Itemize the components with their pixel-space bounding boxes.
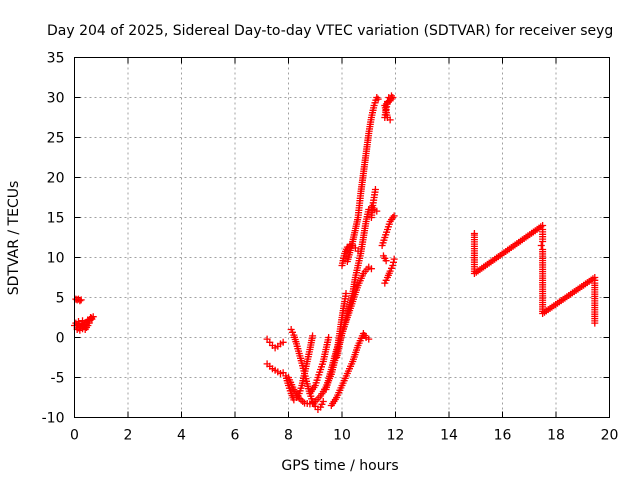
data-point — [390, 255, 398, 263]
x-tick-label: 8 — [284, 428, 293, 444]
data-point — [382, 100, 390, 108]
series-arc-k — [343, 94, 382, 265]
x-tick-label: 6 — [231, 428, 240, 444]
x-tick-label: 12 — [387, 428, 405, 444]
series-arc-a — [263, 335, 287, 352]
data-point — [367, 265, 375, 273]
y-tick-labels: -10 -5 0 5 10 15 20 25 30 35 — [42, 51, 65, 427]
x-tick-label: 4 — [177, 428, 186, 444]
data-point — [309, 332, 317, 340]
y-tick-label: 20 — [47, 171, 65, 187]
x-axis-label: GPS time / hours — [281, 458, 398, 474]
series-arc-o — [379, 252, 390, 265]
data-point — [389, 262, 397, 269]
data-point — [371, 186, 379, 193]
y-tick-label: 25 — [47, 131, 65, 147]
data-point — [389, 258, 397, 266]
data-point — [537, 242, 545, 249]
data-point — [342, 290, 350, 297]
data-point — [387, 95, 395, 103]
y-tick-label: -10 — [42, 411, 65, 427]
data-point — [539, 238, 547, 245]
series-arc-f — [306, 334, 333, 397]
series-arc-b — [263, 360, 287, 377]
x-tick-labels: 0 2 4 6 8 10 12 14 16 18 20 — [70, 428, 618, 444]
x-tick-label: 10 — [333, 428, 351, 444]
y-axis-label: SDTVAR / TECUs — [6, 181, 22, 296]
x-tick-label: 16 — [494, 428, 512, 444]
data-point — [77, 296, 85, 304]
data-point — [365, 335, 373, 343]
y-tick-label: 10 — [47, 251, 65, 267]
series-arc-m — [378, 212, 398, 249]
y-tick-label: 5 — [56, 291, 65, 307]
plot-frame — [74, 57, 610, 418]
series-early-cluster-lower — [71, 313, 97, 334]
data-point — [76, 297, 84, 305]
x-tick-label: 2 — [124, 428, 133, 444]
y-tick-label: 35 — [47, 51, 65, 67]
data-point — [373, 94, 381, 101]
x-tick-label: 18 — [547, 428, 565, 444]
data-point — [384, 98, 392, 106]
data-point — [279, 338, 287, 346]
data-point — [373, 207, 381, 215]
series-isolated — [470, 222, 599, 327]
data-point — [325, 334, 333, 341]
series-early-cluster-upper — [72, 295, 85, 305]
x-tick-label: 14 — [440, 428, 458, 444]
y-tick-label: 30 — [47, 91, 65, 107]
data-point — [386, 97, 394, 105]
data-point — [319, 398, 327, 405]
y-tick-label: 15 — [47, 211, 65, 227]
data-point — [354, 247, 362, 255]
series-arc-i — [333, 203, 381, 361]
chart-title: Day 204 of 2025, Sidereal Day-to-day VTE… — [47, 23, 613, 39]
series-arc-j — [338, 241, 362, 269]
y-tick-label: 0 — [56, 331, 65, 347]
series-arc-p — [381, 92, 397, 124]
data-point — [389, 214, 397, 221]
data-point — [390, 212, 398, 220]
data-points — [71, 92, 599, 413]
y-tick-label: -5 — [51, 371, 65, 387]
data-point — [591, 319, 599, 327]
data-point — [386, 116, 394, 124]
series-arc-g — [327, 330, 373, 409]
data-point — [389, 94, 397, 101]
series-arc-d — [287, 326, 327, 413]
data-point — [374, 95, 382, 103]
series-arc-c — [282, 332, 317, 404]
series-arc-n — [381, 255, 398, 287]
data-point — [84, 322, 92, 329]
grid-lines — [74, 57, 610, 418]
series-arc-l — [367, 186, 379, 221]
x-tick-label: 0 — [70, 428, 79, 444]
data-point — [382, 257, 390, 265]
x-tick-label: 20 — [601, 428, 619, 444]
